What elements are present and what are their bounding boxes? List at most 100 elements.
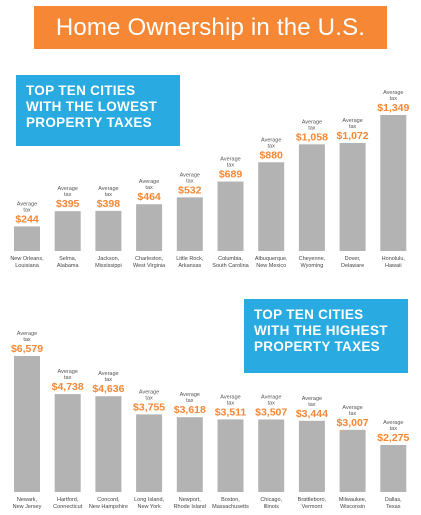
high-bar-5 bbox=[217, 419, 244, 492]
low-bar-7 bbox=[298, 144, 325, 251]
high-average-caption-7: Average bbox=[302, 396, 322, 402]
high-value-label-0: $6,579 bbox=[11, 343, 43, 355]
high-bar-9 bbox=[380, 444, 407, 492]
high-state-label-7: Vermont bbox=[302, 504, 323, 510]
low-state-label-2: Mississippi bbox=[95, 263, 122, 269]
low-city-label-7: Cheyenne, bbox=[299, 256, 326, 262]
low-state-label-5: South Carolina bbox=[212, 263, 249, 269]
low-city-label-2: Jackson, bbox=[98, 256, 120, 262]
high-average-caption-1: Average bbox=[58, 369, 78, 375]
high-state-label-4: Rhode Island bbox=[174, 504, 206, 510]
low-bar-6 bbox=[258, 162, 285, 251]
high-value-label-1: $4,738 bbox=[52, 381, 84, 393]
low-value-label-5: $689 bbox=[219, 169, 243, 181]
low-tax-caption-0: tax bbox=[23, 207, 31, 213]
high-average-caption-4: Average bbox=[180, 392, 200, 398]
high-tax-caption-4: tax bbox=[186, 398, 194, 404]
low-city-label-9: Honolulu, bbox=[382, 256, 406, 262]
low-bar-3 bbox=[136, 204, 163, 251]
high-city-label-2: Concord, bbox=[97, 497, 120, 503]
low-average-caption-6: Average bbox=[261, 137, 281, 143]
low-tax-caption-1: tax bbox=[64, 192, 72, 198]
high-value-label-3: $3,755 bbox=[133, 401, 165, 413]
high-value-label-8: $3,007 bbox=[337, 417, 369, 429]
high-tax-caption-9: tax bbox=[390, 426, 398, 432]
low-bar-0 bbox=[14, 226, 40, 251]
low-average-caption-3: Average bbox=[139, 179, 159, 185]
low-bar-5 bbox=[217, 181, 244, 251]
low-state-label-0: Louisiana bbox=[15, 263, 39, 269]
low-state-label-4: Arkansas bbox=[178, 263, 201, 269]
high-city-label-9: Dallas, bbox=[385, 497, 402, 503]
high-average-caption-8: Average bbox=[342, 405, 362, 411]
high-tax-caption-0: tax bbox=[23, 337, 31, 343]
low-tax-caption-6: tax bbox=[268, 143, 276, 149]
low-city-label-6: Albuquerque, bbox=[255, 256, 288, 262]
high-value-label-2: $4,636 bbox=[92, 383, 124, 395]
low-tax-caption-4: tax bbox=[186, 178, 194, 184]
high-tax-caption-3: tax bbox=[145, 395, 153, 401]
low-average-caption-0: Average bbox=[17, 201, 37, 207]
low-average-caption-4: Average bbox=[180, 172, 200, 178]
low-value-label-2: $398 bbox=[97, 198, 121, 210]
low-value-label-9: $1,349 bbox=[377, 102, 409, 114]
low-bar-4 bbox=[176, 197, 203, 251]
high-state-label-2: New Hampshire bbox=[89, 504, 128, 510]
high-city-label-8: Milwaukee, bbox=[339, 497, 367, 503]
lowest-title-line-2: WITH THE LOWEST bbox=[26, 99, 158, 114]
low-tax-caption-7: tax bbox=[308, 125, 316, 131]
high-value-label-6: $3,507 bbox=[255, 407, 287, 419]
low-state-label-8: Delaware bbox=[341, 263, 364, 269]
low-value-label-6: $880 bbox=[260, 149, 284, 161]
high-bar-0 bbox=[14, 356, 40, 492]
lowest-title-line-1: TOP TEN CITIES bbox=[26, 83, 136, 98]
high-bar-4 bbox=[176, 417, 203, 492]
low-state-label-6: New Mexico bbox=[256, 263, 286, 269]
page-title: Home Ownership in the U.S. bbox=[55, 13, 366, 41]
high-state-label-9: Texas bbox=[386, 504, 401, 510]
low-value-label-8: $1,072 bbox=[337, 130, 369, 142]
low-average-caption-7: Average bbox=[302, 119, 322, 125]
low-tax-caption-2: tax bbox=[105, 192, 113, 198]
high-value-label-4: $3,618 bbox=[174, 404, 206, 416]
high-tax-caption-7: tax bbox=[308, 402, 316, 408]
high-average-caption-3: Average bbox=[139, 389, 159, 395]
low-value-label-3: $464 bbox=[137, 191, 161, 203]
low-state-label-3: West Virginia bbox=[133, 263, 166, 269]
low-city-label-4: Little Rock, bbox=[176, 256, 204, 262]
high-tax-caption-2: tax bbox=[105, 377, 113, 383]
high-state-label-1: Connecticut bbox=[53, 504, 83, 510]
low-city-label-8: Dover, bbox=[345, 256, 361, 262]
high-bar-3 bbox=[136, 414, 163, 492]
high-state-label-6: Illinois bbox=[264, 504, 280, 510]
highest-title-line-1: TOP TEN CITIES bbox=[254, 307, 364, 322]
high-value-label-5: $3,511 bbox=[215, 406, 247, 418]
high-state-label-3: New York bbox=[137, 504, 160, 510]
high-bar-8 bbox=[339, 429, 366, 492]
high-bar-6 bbox=[258, 419, 285, 492]
high-average-caption-5: Average bbox=[220, 394, 240, 400]
high-tax-caption-1: tax bbox=[64, 375, 72, 381]
highest-taxes-title-panel: TOP TEN CITIES WITH THE HIGHEST PROPERTY… bbox=[244, 299, 408, 373]
lowest-title-line-3: PROPERTY TAXES bbox=[26, 115, 152, 130]
high-tax-caption-6: tax bbox=[268, 401, 276, 407]
high-bar-2 bbox=[95, 396, 122, 492]
high-average-caption-0: Average bbox=[17, 331, 37, 337]
low-tax-caption-9: tax bbox=[390, 96, 398, 102]
high-city-label-7: Brattleboro, bbox=[298, 497, 327, 503]
low-state-label-7: Wyoming bbox=[300, 263, 323, 269]
high-state-label-5: Massachusetts bbox=[212, 504, 249, 510]
low-city-label-3: Charleston, bbox=[135, 256, 164, 262]
high-value-label-9: $2,275 bbox=[377, 432, 409, 444]
highest-title-line-2: WITH THE HIGHEST bbox=[254, 323, 388, 338]
high-average-caption-2: Average bbox=[98, 371, 118, 377]
low-bar-2 bbox=[95, 210, 122, 251]
title-banner: Home Ownership in the U.S. bbox=[34, 6, 387, 49]
high-city-label-1: Hartford, bbox=[57, 497, 79, 503]
low-city-label-5: Columbia, bbox=[218, 256, 243, 262]
high-state-label-0: New Jersey bbox=[13, 504, 42, 510]
low-city-label-1: Selma, bbox=[59, 256, 77, 262]
low-average-caption-2: Average bbox=[98, 186, 118, 192]
low-average-caption-1: Average bbox=[58, 186, 78, 192]
